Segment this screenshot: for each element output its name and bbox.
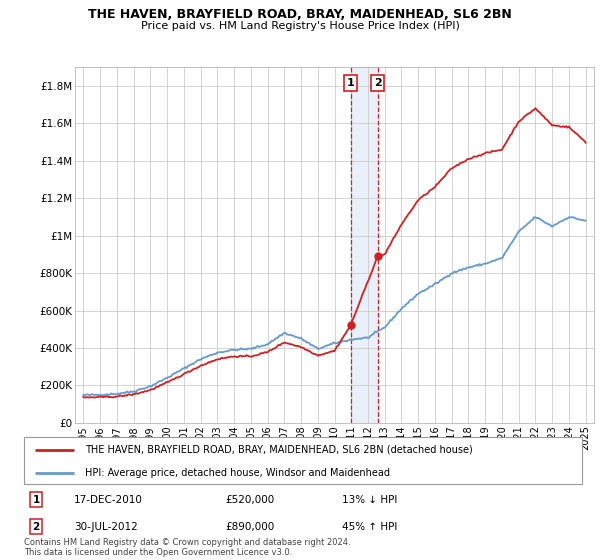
Text: 17-DEC-2010: 17-DEC-2010: [74, 495, 143, 505]
Text: 2: 2: [374, 78, 382, 88]
Text: Price paid vs. HM Land Registry's House Price Index (HPI): Price paid vs. HM Land Registry's House …: [140, 21, 460, 31]
Text: £890,000: £890,000: [225, 521, 274, 531]
Text: THE HAVEN, BRAYFIELD ROAD, BRAY, MAIDENHEAD, SL6 2BN: THE HAVEN, BRAYFIELD ROAD, BRAY, MAIDENH…: [88, 8, 512, 21]
Text: Contains HM Land Registry data © Crown copyright and database right 2024.
This d: Contains HM Land Registry data © Crown c…: [24, 538, 350, 557]
Text: 30-JUL-2012: 30-JUL-2012: [74, 521, 138, 531]
FancyBboxPatch shape: [24, 437, 582, 484]
Text: 13% ↓ HPI: 13% ↓ HPI: [342, 495, 397, 505]
Text: 1: 1: [32, 495, 40, 505]
Text: THE HAVEN, BRAYFIELD ROAD, BRAY, MAIDENHEAD, SL6 2BN (detached house): THE HAVEN, BRAYFIELD ROAD, BRAY, MAIDENH…: [85, 445, 473, 455]
Text: £520,000: £520,000: [225, 495, 274, 505]
Text: 1: 1: [347, 78, 355, 88]
Text: 2: 2: [32, 521, 40, 531]
Bar: [350, 67, 377, 423]
Text: HPI: Average price, detached house, Windsor and Maidenhead: HPI: Average price, detached house, Wind…: [85, 468, 391, 478]
Text: 45% ↑ HPI: 45% ↑ HPI: [342, 521, 397, 531]
